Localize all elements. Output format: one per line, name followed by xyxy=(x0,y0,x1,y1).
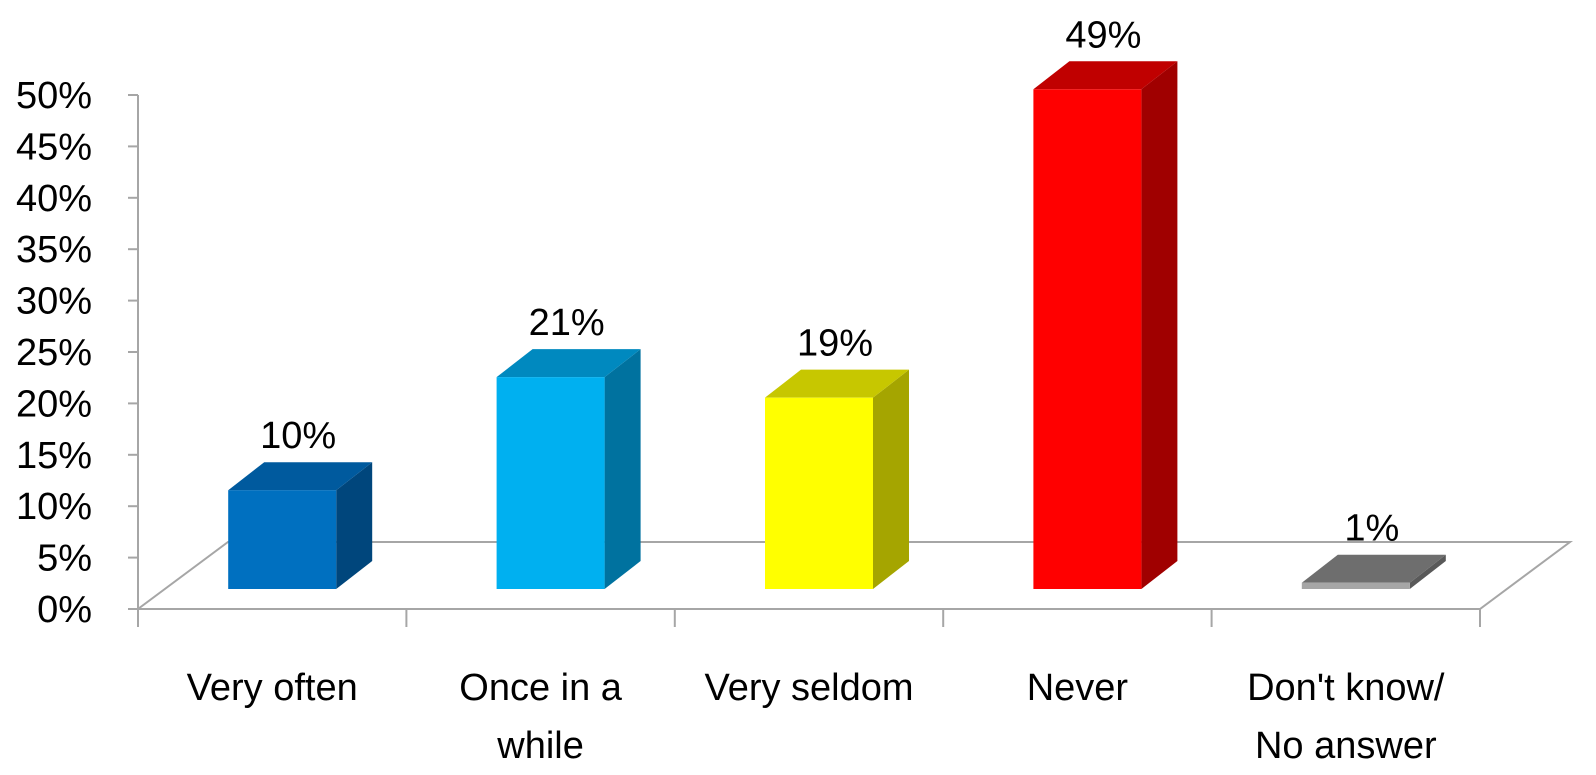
y-tick-label: 5% xyxy=(37,538,92,580)
category-label: Very seldom xyxy=(704,667,913,709)
bar xyxy=(765,369,909,589)
bar xyxy=(1033,61,1178,589)
bar-side xyxy=(1141,61,1178,589)
data-label: 21% xyxy=(529,302,605,344)
bar-side xyxy=(1409,554,1446,589)
bar-front xyxy=(228,490,337,589)
data-labels: 10% 21% 19% 49% 1% xyxy=(260,14,1399,549)
y-tick-label: 45% xyxy=(16,126,92,168)
y-tick-label: 15% xyxy=(16,435,92,477)
category-labels: Very often Once in a while Very seldom Never… xyxy=(187,667,1445,767)
bar-top xyxy=(496,349,641,378)
x-axis xyxy=(137,609,1481,627)
data-label: 19% xyxy=(797,323,873,365)
y-tick-label: 40% xyxy=(16,178,92,220)
bar-front xyxy=(1033,89,1142,589)
bar xyxy=(496,349,641,589)
bar-side xyxy=(336,462,373,589)
category-label: while xyxy=(496,725,584,767)
bars xyxy=(228,61,1446,589)
category-label: Don't know/ xyxy=(1247,667,1445,709)
y-tick-label: 35% xyxy=(16,229,92,271)
bar-front xyxy=(765,397,873,589)
y-tick-label: 0% xyxy=(37,589,92,631)
y-tick-label: 50% xyxy=(16,75,92,117)
bar-top xyxy=(228,462,373,491)
bar-front xyxy=(1301,582,1410,589)
category-label: Very often xyxy=(187,667,358,709)
y-tick-label: 30% xyxy=(16,281,92,323)
y-tick-label: 10% xyxy=(16,486,92,528)
bar-top xyxy=(1033,61,1178,90)
bar-side xyxy=(873,369,909,589)
data-label: 10% xyxy=(260,415,336,457)
y-tick-label: 20% xyxy=(16,383,92,425)
category-label: No answer xyxy=(1255,725,1437,767)
y-tick-label: 25% xyxy=(16,332,92,374)
category-label: Never xyxy=(1027,667,1129,709)
data-label: 1% xyxy=(1344,508,1399,550)
bar xyxy=(228,462,373,589)
bar-front xyxy=(496,377,605,589)
bar-top xyxy=(765,369,909,398)
data-label: 49% xyxy=(1065,14,1141,56)
y-axis: 0% 5% 10% 15% 20% 25% 30% 35% 40% 45% 50% xyxy=(16,75,139,631)
category-label: Once in a xyxy=(459,667,623,709)
bar xyxy=(1301,554,1446,589)
bar-top xyxy=(1301,554,1446,583)
bar-side xyxy=(604,349,641,589)
